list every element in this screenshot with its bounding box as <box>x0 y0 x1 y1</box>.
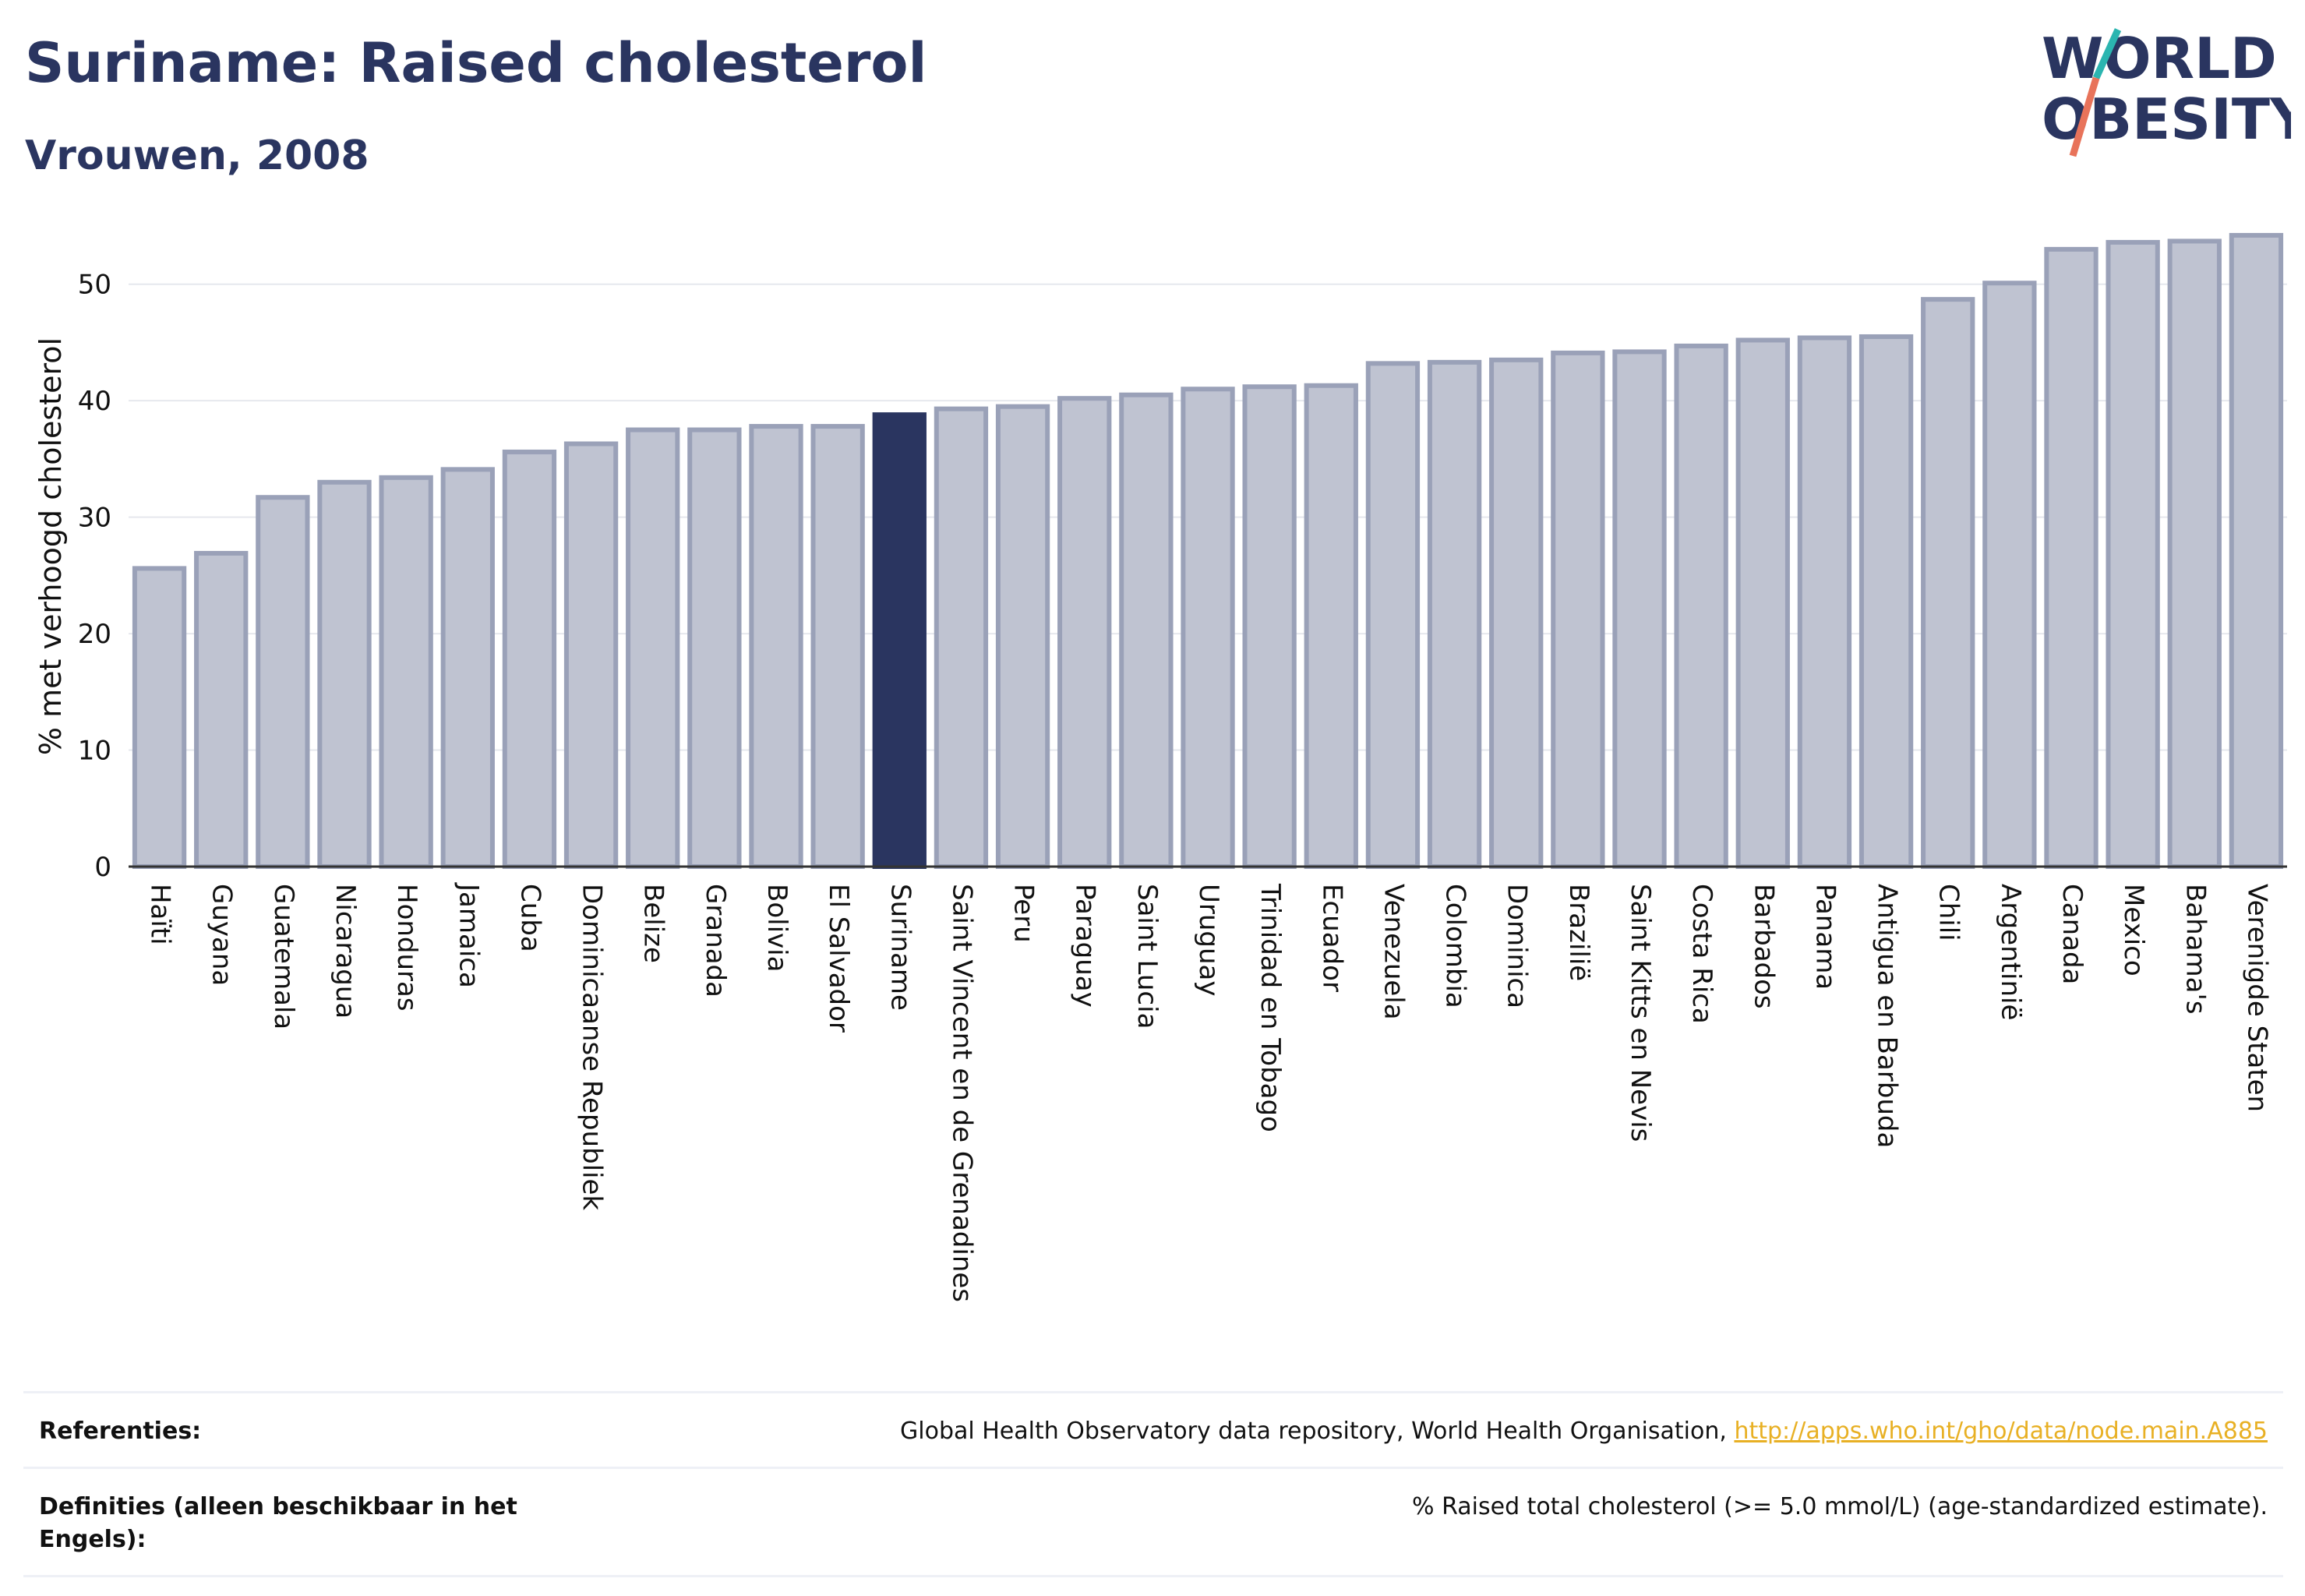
x-tick-label: Haïti <box>145 884 176 945</box>
bar <box>1858 334 1914 869</box>
x-tick-label: Argentinië <box>1995 884 2026 1020</box>
x-tick-label: Bolivia <box>761 884 792 972</box>
bar <box>1735 337 1790 869</box>
bar <box>440 467 495 869</box>
bar <box>2044 246 2099 869</box>
x-tick-label: Dominicaanse Republiek <box>577 884 608 1210</box>
bar <box>1365 361 1421 869</box>
y-tick-label: 50 <box>78 270 111 301</box>
bar <box>1057 396 1112 869</box>
x-tick-label: Guyana <box>206 884 238 986</box>
y-tick-label: 40 <box>78 386 111 417</box>
x-tick-label: Granada <box>700 884 731 998</box>
definitions-value: % Raised total cholesterol (>= 5.0 mmol/… <box>1412 1493 2268 1520</box>
x-tick-label: Chili <box>1933 884 1964 941</box>
definitions-label: Definities (alleen beschikbaar in het En… <box>39 1493 517 1553</box>
page-title: Suriname: Raised cholesterol <box>25 31 927 95</box>
x-tick-label: Bahama's <box>2180 884 2211 1015</box>
x-tick-label: Uruguay <box>1193 884 1224 997</box>
bar <box>872 412 927 869</box>
x-tick-label: Brazilië <box>1563 884 1594 981</box>
x-tick-label: Cuba <box>514 884 545 952</box>
bar <box>1982 281 2037 869</box>
bar <box>1427 359 1482 869</box>
x-tick-label: Ecuador <box>1316 884 1347 992</box>
logo-slash-coral <box>2069 76 2100 157</box>
x-tick-label: Jamaica <box>453 882 484 988</box>
references-text: Global Health Observatory data repositor… <box>900 1418 1735 1445</box>
bar <box>1119 392 1174 869</box>
references-table: Referenties: Global Health Observatory d… <box>23 1391 2283 1577</box>
x-tick-label: Dominica <box>1502 884 1533 1008</box>
references-link[interactable]: http://apps.who.int/gho/data/node.main.A… <box>1734 1418 2268 1445</box>
x-tick-label: Belize <box>638 884 669 963</box>
bar <box>317 479 372 869</box>
x-tick-label: Nicaragua <box>330 884 361 1019</box>
y-tick-label: 30 <box>78 503 111 534</box>
world-obesity-logo: WORLD OBESITY <box>2042 26 2291 157</box>
bar <box>379 475 433 869</box>
x-tick-label: Colombia <box>1440 884 1471 1008</box>
bar <box>687 427 742 869</box>
x-tick-label: Venezuela <box>1378 884 1409 1020</box>
definitions-row: Definities (alleen beschikbaar in het En… <box>23 1467 2283 1577</box>
x-tick-label: Costa Rica <box>1686 884 1717 1024</box>
bar <box>810 424 865 869</box>
bar <box>1181 387 1235 869</box>
bar <box>934 406 989 870</box>
bar <box>1674 343 1728 870</box>
x-tick-label: El Salvador <box>823 884 854 1033</box>
x-tick-label: Guatemala <box>268 884 299 1029</box>
x-tick-label: Canada <box>2056 884 2088 984</box>
references-label: Referenties: <box>39 1418 202 1445</box>
x-tick-label: Trinidad en Tobago <box>1255 883 1286 1132</box>
y-tick-label: 10 <box>78 736 111 767</box>
bar <box>194 550 249 869</box>
bar <box>502 449 557 869</box>
y-tick-label: 20 <box>78 619 111 650</box>
x-tick-label: Peru <box>1008 884 1040 943</box>
bar-chart: 0 10 20 30 40 50 % met verhoogd cholesterol Haï… <box>34 232 2287 1302</box>
x-tick-label: Saint Vincent en de Grenadines <box>946 884 977 1302</box>
logo-line-1: WORLD <box>2042 26 2277 91</box>
x-tick-label: Honduras <box>391 884 422 1012</box>
bar <box>1551 350 1605 869</box>
logo-slash-teal <box>2092 28 2122 79</box>
bar <box>2167 238 2222 870</box>
bar <box>1304 383 1358 869</box>
x-tick-label: Verenigde Staten <box>2241 884 2272 1112</box>
x-tick-label: Panama <box>1809 884 1841 990</box>
bar <box>1797 335 1852 869</box>
x-tick-label: Mexico <box>2118 884 2149 976</box>
bar <box>1489 357 1544 869</box>
bar <box>132 566 187 869</box>
bar <box>256 495 310 869</box>
bar <box>563 441 619 870</box>
bar <box>2106 239 2160 869</box>
bar <box>1612 349 1667 870</box>
bar <box>995 404 1050 869</box>
y-axis-title: % met verhoogd cholesterol <box>34 337 68 755</box>
x-tick-label: Paraguay <box>1070 884 1101 1008</box>
bar <box>1921 297 1975 869</box>
x-tick-label: Saint Kitts en Nevis <box>1625 884 1656 1142</box>
bar <box>749 424 803 869</box>
x-tick-label: Saint Lucia <box>1131 884 1163 1029</box>
bar <box>1242 384 1297 870</box>
references-row: Referenties: Global Health Observatory d… <box>23 1391 2283 1467</box>
bar <box>626 427 680 869</box>
page-subtitle: Vrouwen, 2008 <box>25 132 369 179</box>
references-value: Global Health Observatory data repositor… <box>900 1415 2268 1448</box>
x-tick-label: Barbados <box>1748 884 1779 1009</box>
x-tick-label: Antigua en Barbuda <box>1872 884 1903 1148</box>
y-tick-label: 0 <box>94 852 111 883</box>
x-tick-label: Suriname <box>884 884 916 1011</box>
bar <box>2229 232 2284 870</box>
